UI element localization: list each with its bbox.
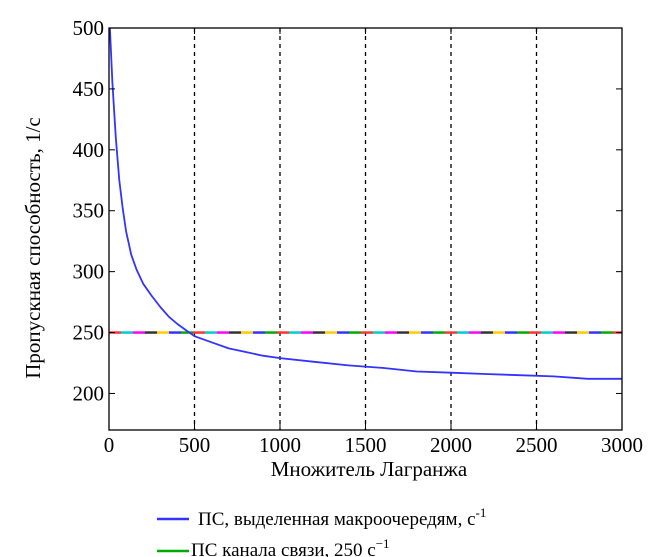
- x-axis-label: Множитель Лагранжа: [271, 457, 468, 481]
- series-line-allocated-throughput: [109, 27, 622, 380]
- y-tick-label: 250: [73, 321, 105, 345]
- x-tick-label: 2500: [516, 433, 558, 457]
- x-tick-label: 500: [179, 433, 211, 457]
- y-tick-labels: 200 250 300 350 400 450 500: [73, 16, 622, 405]
- legend-entry-1: ПС, выделенная макроочередям, с-1: [198, 505, 486, 530]
- dashed-vertical-lines: [193, 28, 538, 430]
- y-tick-label: 400: [73, 138, 105, 162]
- x-tick-labels: 0 500 1000 1500 2000 2500 3000: [104, 28, 643, 457]
- y-axis-label: Пропускная способность, 1/с: [21, 117, 45, 378]
- legend-entry-2: ПС канала связи, 250 с−1: [191, 536, 390, 557]
- y-tick-label: 450: [73, 77, 105, 101]
- series-group: [109, 27, 622, 380]
- x-tick-label: 3000: [601, 433, 643, 457]
- y-tick-label: 350: [73, 199, 105, 223]
- y-tick-label: 500: [73, 16, 105, 40]
- legend: ПС, выделенная макроочередям, с-1 ПС кан…: [157, 505, 486, 557]
- x-tick-label: 2000: [430, 433, 472, 457]
- x-tick-label: 0: [104, 433, 115, 457]
- x-tick-label: 1500: [345, 433, 387, 457]
- y-tick-label: 200: [73, 381, 105, 405]
- y-tick-label: 300: [73, 260, 105, 284]
- x-tick-label: 1000: [259, 433, 301, 457]
